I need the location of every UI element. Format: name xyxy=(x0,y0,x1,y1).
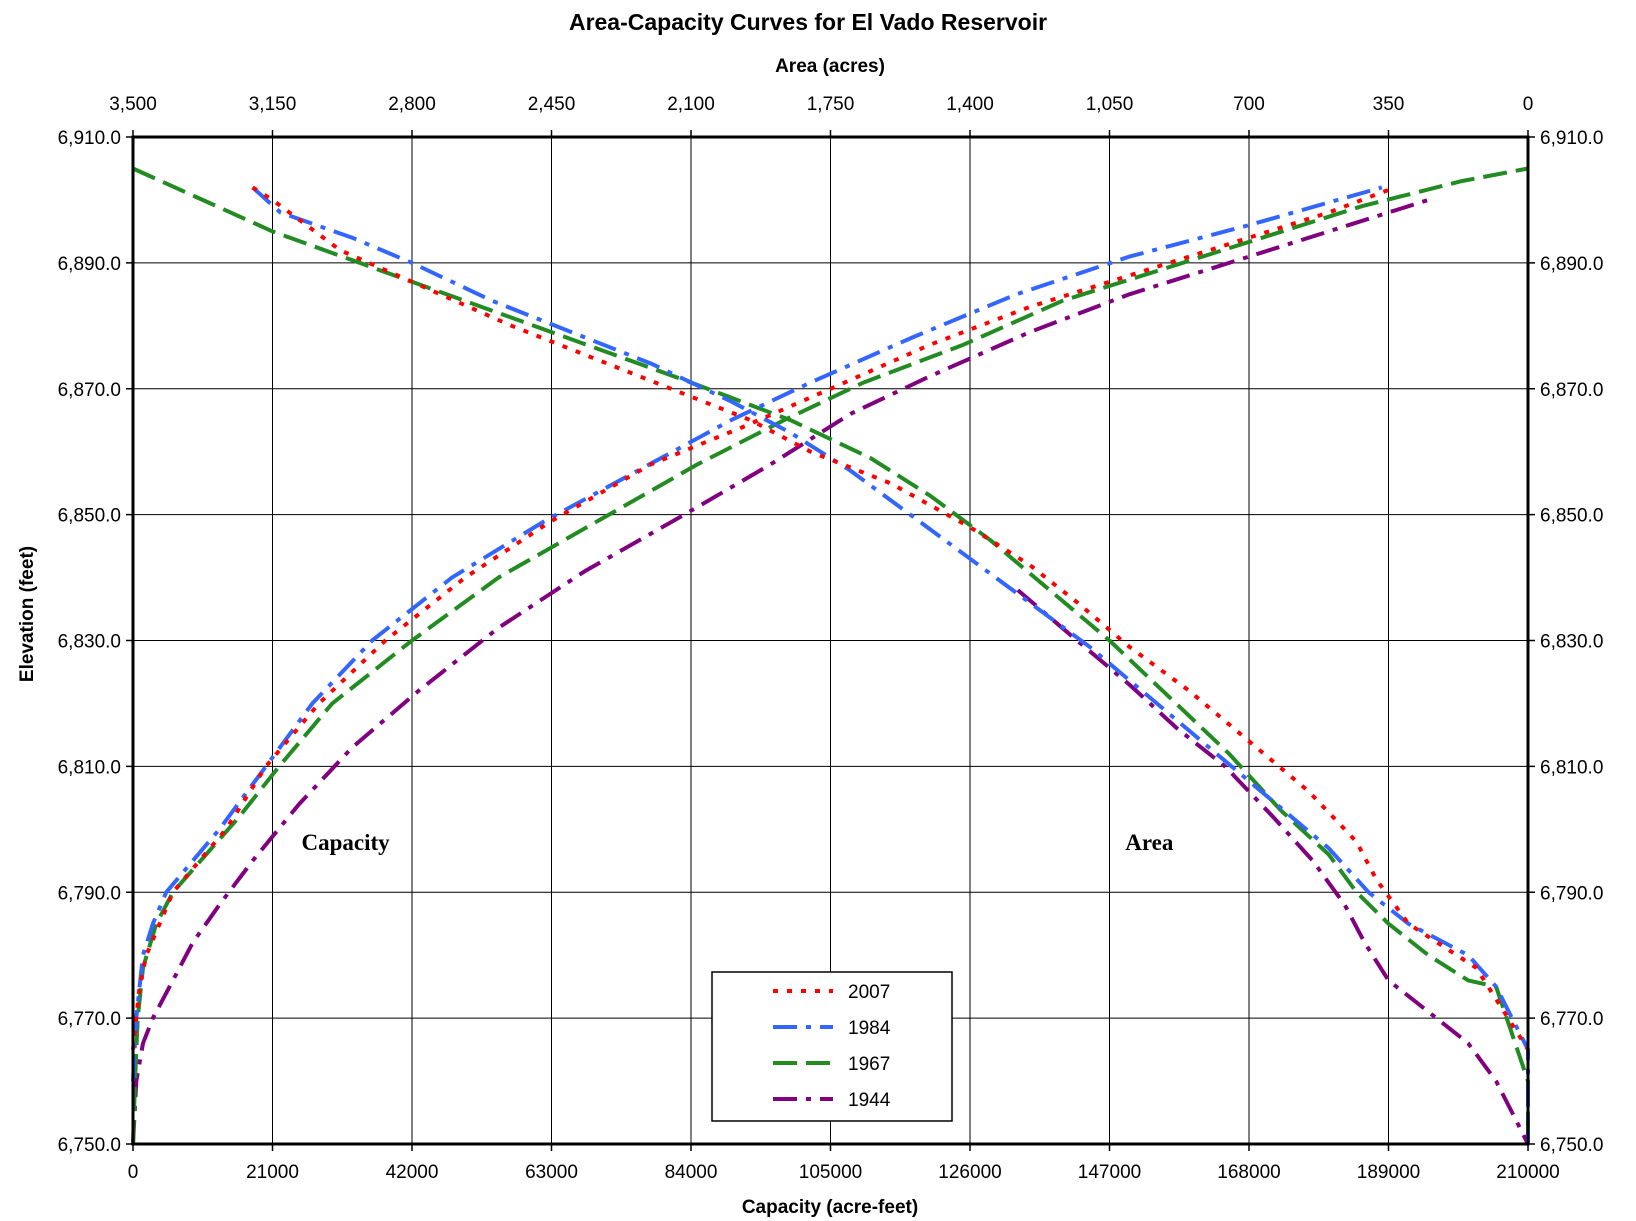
y-tick-label: 6,890.0 xyxy=(58,254,121,275)
top-tick-label: 2,800 xyxy=(388,94,436,115)
top-tick-label: 2,100 xyxy=(667,94,715,115)
annotation-area: Area xyxy=(1125,830,1174,855)
x-tick-label: 168000 xyxy=(1217,1162,1280,1183)
x-tick-label: 63000 xyxy=(525,1162,578,1183)
top-tick-label: 3,500 xyxy=(109,94,157,115)
x-tick-label: 21000 xyxy=(246,1162,299,1183)
y-right-tick-label: 6,770.0 xyxy=(1540,1009,1603,1030)
x-tick-label: 126000 xyxy=(938,1162,1001,1183)
top-tick-label: 1,400 xyxy=(946,94,994,115)
y-tick-label: 6,830.0 xyxy=(58,632,121,653)
top-tick-label: 3,150 xyxy=(249,94,297,115)
x-tick-label: 84000 xyxy=(665,1162,718,1183)
top-axis-label: Area (acres) xyxy=(775,56,885,77)
y-right-tick-label: 6,750.0 xyxy=(1540,1135,1603,1156)
area-curve-1984 xyxy=(251,185,1530,1144)
y-tick-label: 6,810.0 xyxy=(58,757,121,778)
legend-box xyxy=(711,971,953,1122)
y-tick-label: 6,870.0 xyxy=(58,380,121,401)
top-tick-label: 350 xyxy=(1373,94,1405,115)
x-tick-label: 42000 xyxy=(386,1162,439,1183)
y-tick-label: 6,770.0 xyxy=(58,1009,121,1030)
chart-title: Area-Capacity Curves for El Vado Reservo… xyxy=(569,9,1047,35)
capacity-curve-1984 xyxy=(131,185,1383,1082)
y-right-tick-label: 6,810.0 xyxy=(1540,757,1603,778)
y-right-tick-label: 6,790.0 xyxy=(1540,883,1603,904)
y-right-tick-label: 6,910.0 xyxy=(1540,128,1603,149)
y-tick-label: 6,910.0 xyxy=(58,128,121,149)
area-curve-1967 xyxy=(132,166,1530,1144)
top-tick-label: 1,750 xyxy=(807,94,855,115)
y-tick-label: 6,750.0 xyxy=(58,1135,121,1156)
area-curve-1944 xyxy=(1016,588,1530,1145)
y-right-tick-label: 6,870.0 xyxy=(1540,380,1603,401)
x-tick-label: 147000 xyxy=(1078,1162,1141,1183)
top-tick-label: 700 xyxy=(1233,94,1265,115)
top-tick-label: 2,450 xyxy=(528,94,576,115)
y-tick-label: 6,850.0 xyxy=(58,506,121,527)
legend-label-2007: 2007 xyxy=(848,982,890,1003)
legend-label-1984: 1984 xyxy=(848,1018,891,1039)
x-tick-label: 0 xyxy=(128,1162,139,1183)
y-tick-label: 6,790.0 xyxy=(58,883,121,904)
capacity-curve-2007 xyxy=(131,185,1396,1050)
x-tick-label: 210000 xyxy=(1496,1162,1559,1183)
y-right-tick-label: 6,850.0 xyxy=(1540,506,1603,527)
y-axis-label: Elevation (feet) xyxy=(17,546,38,682)
y-right-tick-label: 6,890.0 xyxy=(1540,254,1603,275)
legend: 2007 1984 1967 1944 xyxy=(711,971,953,1122)
x-axis-label: Capacity (acre-feet) xyxy=(742,1197,918,1218)
curve-annotations: Capacity Area xyxy=(301,830,1173,855)
series-lines xyxy=(131,166,1530,1145)
y-right-tick-label: 6,830.0 xyxy=(1540,632,1603,653)
top-tick-label: 0 xyxy=(1523,94,1534,115)
gridlines xyxy=(133,137,1528,1144)
annotation-capacity: Capacity xyxy=(301,830,390,855)
legend-label-1967: 1967 xyxy=(848,1054,890,1075)
top-tick-label: 1,050 xyxy=(1086,94,1134,115)
x-tick-label: 105000 xyxy=(799,1162,862,1183)
capacity-curve-1944 xyxy=(131,197,1430,1145)
legend-label-1944: 1944 xyxy=(848,1090,891,1111)
axis-ticks: 0 3,500 21000 3,150 42000 2,800 63000 2,450 8400… xyxy=(58,94,1604,1183)
x-tick-label: 189000 xyxy=(1357,1162,1420,1183)
